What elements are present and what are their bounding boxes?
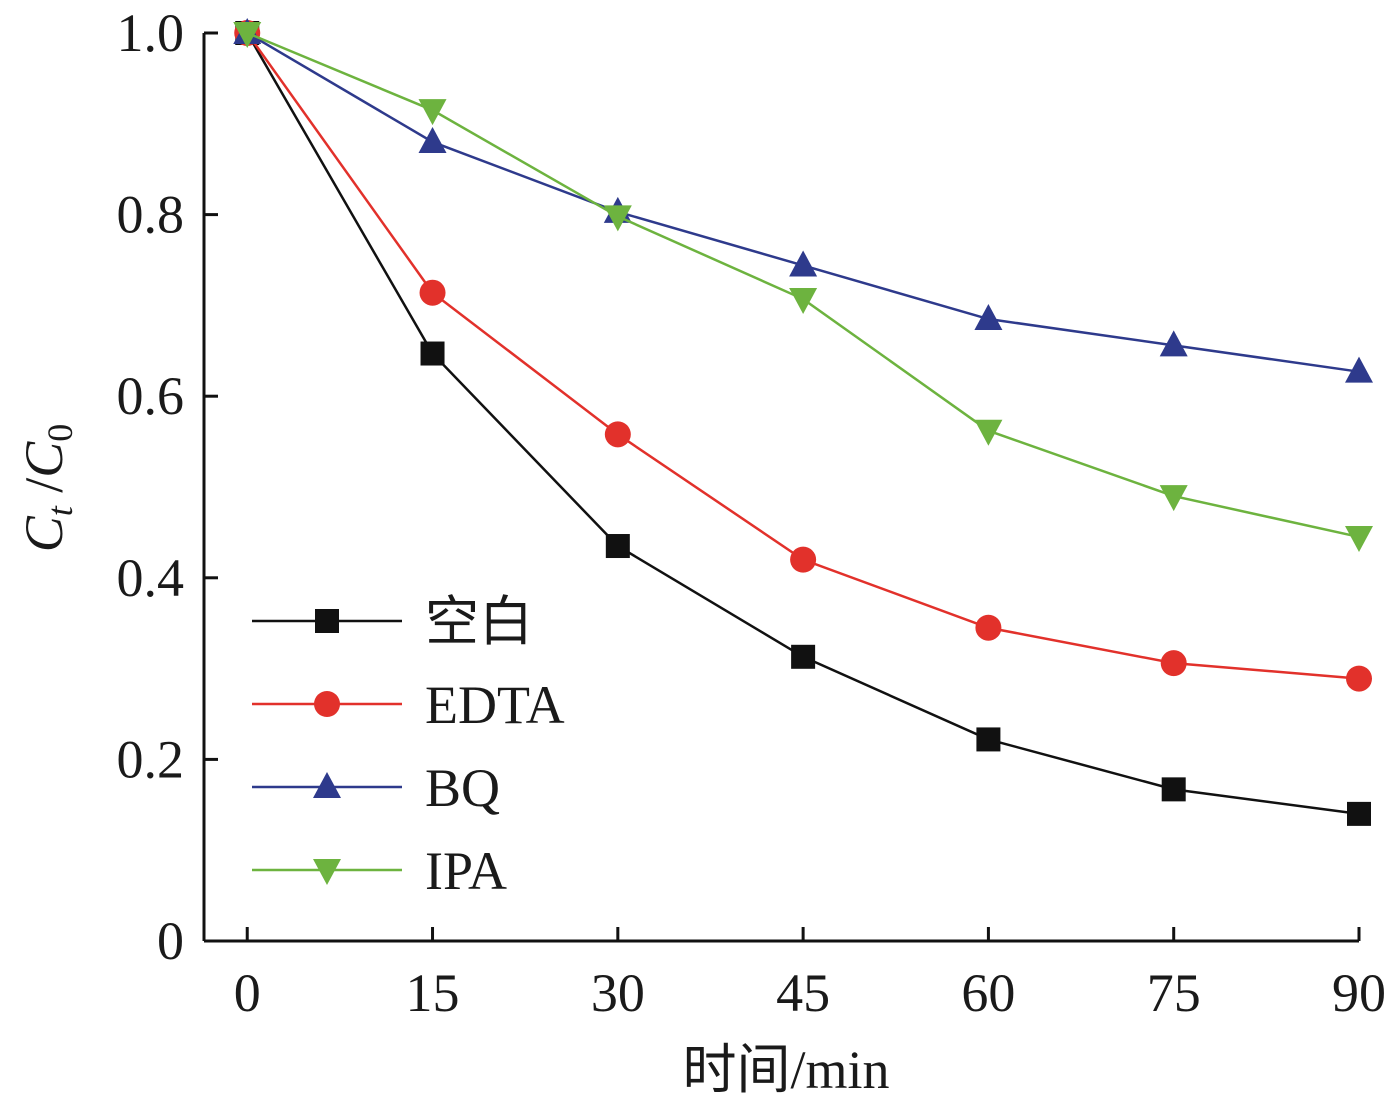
x-tick-label: 90	[1332, 963, 1386, 1023]
data-point	[418, 99, 447, 126]
series-0	[235, 21, 1371, 826]
y-axis-title-c1: C	[14, 515, 74, 552]
data-point	[974, 419, 1003, 446]
data-point	[1347, 801, 1371, 826]
y-tick-label: 0.6	[117, 366, 185, 426]
x-tick-label: 0	[234, 963, 261, 1023]
legend-entry: IPA	[252, 841, 507, 901]
x-tick-label: 15	[406, 963, 460, 1023]
x-tick-label: 30	[591, 963, 645, 1023]
y-axis-title-slash: /	[14, 478, 74, 507]
data-point	[418, 126, 447, 153]
y-axis-title-sub-t: t	[40, 505, 80, 516]
x-tick-label: 45	[776, 963, 830, 1023]
data-point	[1159, 485, 1188, 512]
x-tick-label: 60	[961, 963, 1015, 1023]
data-point	[605, 534, 630, 559]
data-point	[604, 421, 631, 448]
data-point	[976, 727, 1001, 752]
y-tick-label: 0.2	[117, 729, 185, 789]
legend-entry: EDTA	[252, 675, 565, 735]
series-line	[246, 31, 1360, 539]
series-line	[246, 32, 1360, 816]
legend-label: IPA	[425, 841, 507, 901]
legend-marker	[315, 609, 339, 633]
legend-entry: 空白	[252, 592, 533, 652]
x-axis-title: 时间/min	[682, 1040, 889, 1100]
data-point	[420, 341, 445, 366]
data-point	[791, 644, 816, 669]
y-tick-label: 0.8	[117, 185, 185, 245]
legend-entry: BQ	[252, 758, 500, 818]
axes: 0 0.2 0.4 0.6 0.8 1.0 0 15 30 45 60 75 90	[117, 3, 1387, 1023]
data-point	[790, 546, 817, 573]
data-point	[1345, 525, 1373, 552]
data-point	[789, 250, 818, 277]
data-point	[1346, 665, 1372, 692]
y-axis-title-c2: C	[14, 441, 74, 478]
data-point	[419, 279, 446, 306]
y-tick-label: 0.4	[117, 548, 185, 608]
data-point	[789, 288, 818, 315]
y-axis-title: Ct /C0	[14, 424, 80, 553]
data-point	[1160, 650, 1187, 677]
data-point	[233, 22, 262, 48]
data-point	[1161, 777, 1186, 802]
legend-marker	[313, 859, 341, 885]
y-tick-label: 1.0	[117, 3, 185, 63]
data-point	[974, 304, 1003, 331]
legend-label: 空白	[425, 592, 533, 652]
y-tick-label: 0	[157, 911, 184, 971]
data-point	[1159, 330, 1188, 357]
x-tick-label: 75	[1147, 963, 1201, 1023]
y-axis-title-sub-0: 0	[40, 424, 80, 442]
legend-label: BQ	[425, 758, 500, 818]
legend-label: EDTA	[425, 675, 565, 735]
series-3	[233, 22, 1373, 552]
legend-marker	[314, 691, 340, 717]
data-point	[603, 205, 632, 232]
legend: 空白 EDTA BQ IPA	[252, 592, 565, 901]
series-2	[233, 18, 1373, 383]
legend-marker	[313, 772, 341, 798]
series-1	[234, 20, 1372, 692]
data-point	[975, 614, 1002, 641]
series-layer	[233, 18, 1373, 826]
data-point	[1345, 356, 1373, 383]
